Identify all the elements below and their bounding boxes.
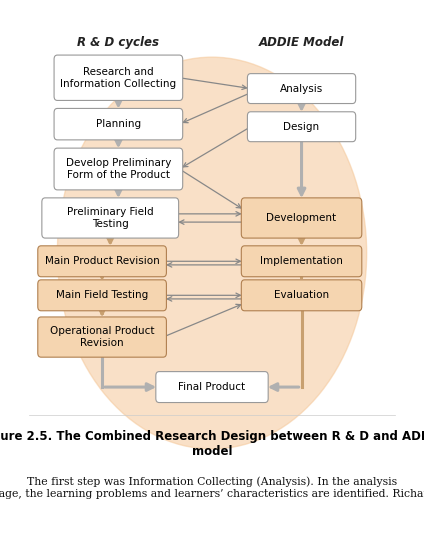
FancyBboxPatch shape	[38, 317, 166, 357]
Text: The first step was Information Collecting (Analysis). In the analysis
stage, the: The first step was Information Collectin…	[0, 476, 424, 499]
Text: Analysis: Analysis	[280, 84, 323, 93]
FancyBboxPatch shape	[38, 246, 166, 277]
FancyBboxPatch shape	[54, 55, 183, 100]
Text: Evaluation: Evaluation	[274, 291, 329, 300]
FancyBboxPatch shape	[54, 148, 183, 190]
Text: R & D cycles: R & D cycles	[78, 36, 159, 49]
Text: ADDIE Model: ADDIE Model	[259, 36, 344, 49]
Text: Research and
Information Collecting: Research and Information Collecting	[60, 67, 176, 89]
Text: Main Field Testing: Main Field Testing	[56, 291, 148, 300]
Text: Planning: Planning	[96, 119, 141, 129]
FancyBboxPatch shape	[241, 280, 362, 311]
FancyBboxPatch shape	[42, 198, 179, 238]
Text: Final Product: Final Product	[179, 382, 245, 392]
FancyBboxPatch shape	[248, 74, 356, 104]
Circle shape	[57, 57, 367, 449]
Text: Preliminary Field
Testing: Preliminary Field Testing	[67, 207, 153, 229]
FancyBboxPatch shape	[156, 372, 268, 403]
Text: Operational Product
Revision: Operational Product Revision	[50, 326, 154, 348]
Text: Design: Design	[284, 122, 320, 132]
Text: Development: Development	[267, 213, 337, 223]
Text: Implementation: Implementation	[260, 256, 343, 266]
Text: Develop Preliminary
Form of the Product: Develop Preliminary Form of the Product	[66, 158, 171, 180]
FancyBboxPatch shape	[241, 246, 362, 277]
FancyBboxPatch shape	[248, 112, 356, 142]
FancyBboxPatch shape	[54, 108, 183, 140]
Text: Figure 2.5. The Combined Research Design between R & D and ADDIE
model: Figure 2.5. The Combined Research Design…	[0, 430, 424, 458]
Text: Main Product Revision: Main Product Revision	[45, 256, 159, 266]
FancyBboxPatch shape	[38, 280, 166, 311]
FancyBboxPatch shape	[241, 198, 362, 238]
